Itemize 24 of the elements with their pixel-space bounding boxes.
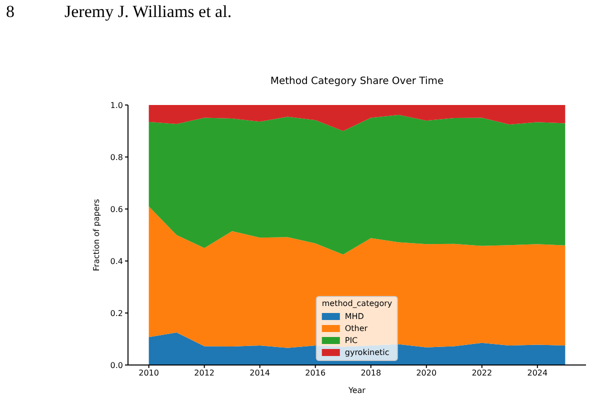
x-tick-label: 2016 — [305, 368, 326, 378]
legend-label: gyrokinetic — [344, 348, 390, 356]
y-tick-label: 1.0 — [110, 100, 123, 110]
x-axis-title: Year — [348, 386, 366, 395]
text: 8 — [6, 2, 14, 22]
x-tick-label: 2024 — [527, 368, 548, 378]
x-tick-label: 2022 — [472, 368, 492, 378]
legend-label: Other — [344, 324, 368, 332]
x-tick-label: 2020 — [416, 368, 437, 378]
y-axis-title: Fraction of papers — [92, 198, 101, 272]
legend-label: MHD — [344, 312, 364, 320]
y-tick-label: 0.4 — [110, 256, 123, 266]
legend-title: method_category — [322, 299, 392, 308]
y-tick-label: 0.2 — [110, 308, 123, 318]
y-tick-label: 0.8 — [110, 152, 123, 162]
y-tick-label: 0.6 — [110, 204, 123, 214]
legend-label: PIC — [344, 336, 358, 344]
x-tick-label: 2010 — [138, 368, 159, 378]
y-tick-label: 0.0 — [110, 360, 123, 370]
text: Jeremy J. Williams et al. — [64, 2, 232, 22]
chart-title: Method Category Share Over Time — [269, 76, 445, 87]
x-tick-label: 2014 — [250, 368, 270, 378]
x-tick-label: 2012 — [194, 368, 215, 378]
x-tick-label: 2018 — [360, 368, 382, 378]
